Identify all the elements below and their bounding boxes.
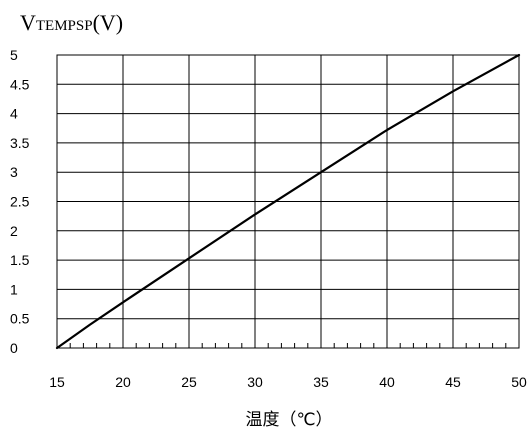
plot-frame bbox=[56, 54, 520, 349]
y-tick-label: 4 bbox=[10, 106, 18, 122]
y-tick-label: 1 bbox=[10, 281, 18, 297]
y-tick-label: 1.5 bbox=[10, 252, 30, 268]
x-tick-label: 35 bbox=[313, 374, 329, 390]
y-axis-title-subscript: TEMPSP bbox=[36, 18, 93, 34]
y-tick-label: 3.5 bbox=[10, 135, 30, 151]
svg-text:VTEMPSP(V): VTEMPSP(V) bbox=[20, 10, 123, 35]
y-tick-labels: 0 0.5 1 1.5 2 2.5 3 3.5 4 4.5 5 bbox=[10, 47, 30, 356]
series-line bbox=[55, 53, 521, 350]
y-axis-title-prefix: V bbox=[20, 10, 36, 35]
y-tick-label: 2.5 bbox=[10, 194, 30, 210]
x-tick-label: 40 bbox=[379, 374, 395, 390]
x-tick-label: 45 bbox=[445, 374, 461, 390]
y-axis-title-suffix: (V) bbox=[93, 10, 124, 35]
grid bbox=[56, 54, 520, 349]
minor-ticks bbox=[56, 343, 520, 348]
x-tick-label: 20 bbox=[115, 374, 131, 390]
x-tick-label: 25 bbox=[181, 374, 197, 390]
x-tick-label: 15 bbox=[49, 374, 65, 390]
y-tick-label: 0 bbox=[10, 340, 18, 356]
x-tick-label: 50 bbox=[511, 374, 527, 390]
y-tick-label: 4.5 bbox=[10, 76, 30, 92]
y-axis-title: VTEMPSP(V) bbox=[20, 10, 123, 35]
x-axis-title: 温度（℃） bbox=[245, 410, 332, 430]
y-tick-label: 0.5 bbox=[10, 311, 30, 327]
y-tick-label: 2 bbox=[10, 223, 18, 239]
x-tick-label: 30 bbox=[247, 374, 263, 390]
series bbox=[55, 53, 521, 350]
x-tick-labels: 15 20 25 30 35 40 45 50 bbox=[49, 374, 527, 390]
y-tick-label: 3 bbox=[10, 164, 18, 180]
y-tick-label: 5 bbox=[10, 47, 18, 63]
